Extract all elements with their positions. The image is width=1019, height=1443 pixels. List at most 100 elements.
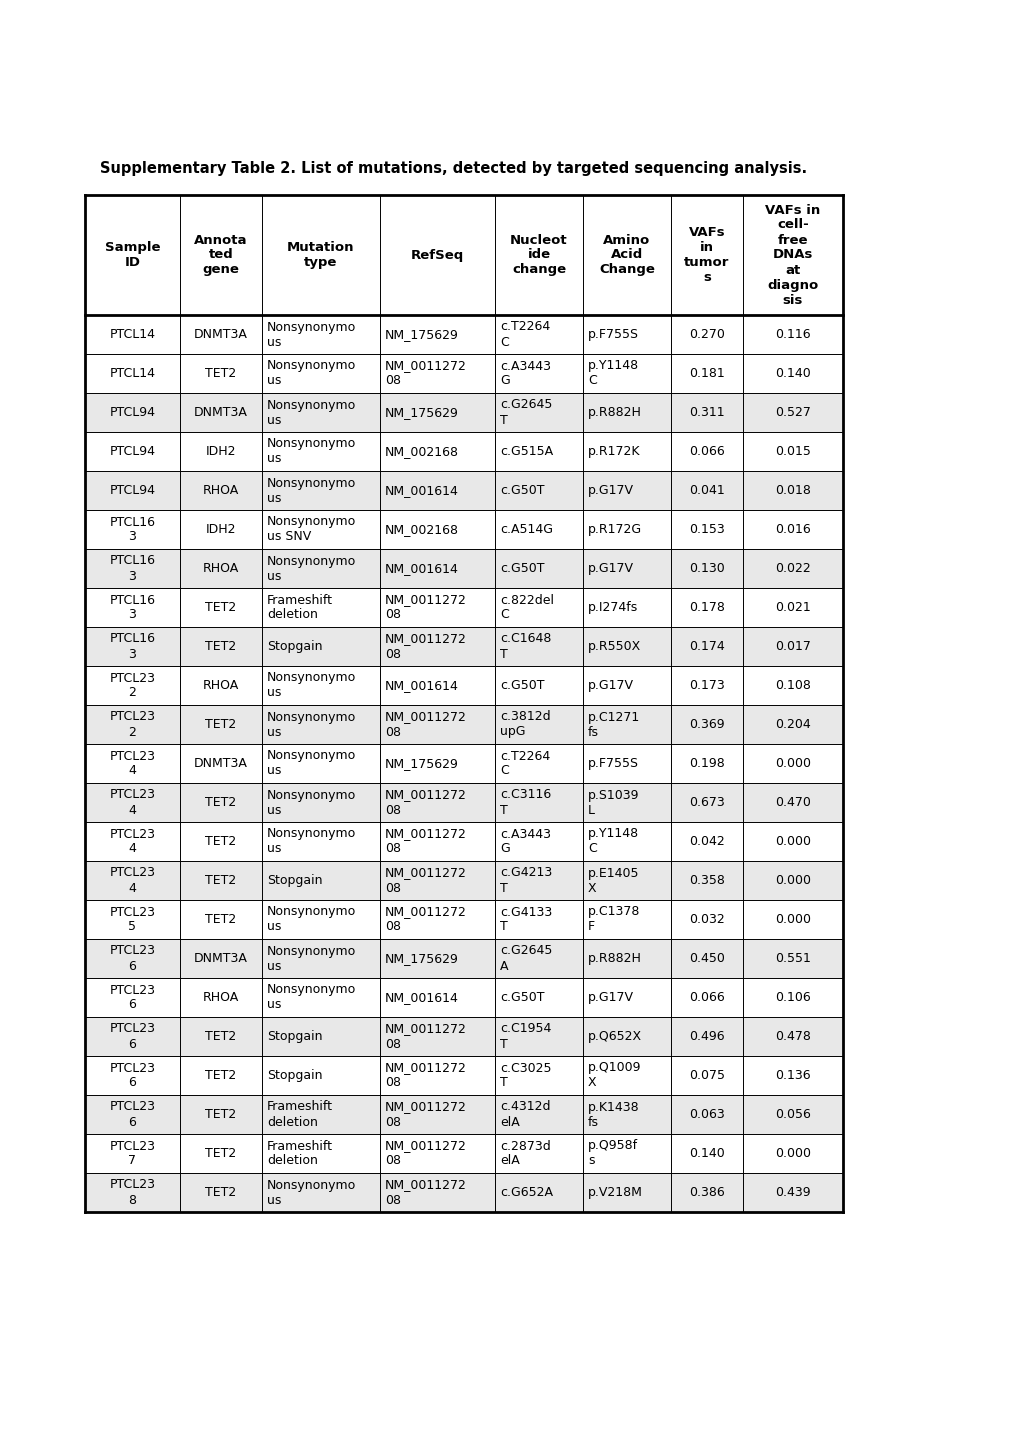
Text: c.A3443
G: c.A3443 G: [499, 359, 550, 388]
Text: p.E1405
X: p.E1405 X: [587, 866, 639, 895]
Text: p.G17V: p.G17V: [587, 483, 634, 496]
Text: p.R882H: p.R882H: [587, 952, 641, 965]
Text: Nonsynonymo
us: Nonsynonymo us: [267, 945, 356, 973]
Text: DNMT3A: DNMT3A: [194, 405, 248, 418]
Text: PTCL14: PTCL14: [109, 367, 155, 380]
Text: VAFs
in
tumor
s: VAFs in tumor s: [684, 227, 729, 284]
Bar: [85, 784, 842, 823]
Text: Nonsynonymo
us: Nonsynonymo us: [267, 1179, 356, 1206]
Text: 0.181: 0.181: [689, 367, 725, 380]
Text: TET2: TET2: [205, 641, 236, 654]
Text: 0.021: 0.021: [774, 600, 810, 615]
Text: p.Y1148
C: p.Y1148 C: [587, 359, 639, 388]
Text: Frameshift
deletion: Frameshift deletion: [267, 1101, 332, 1128]
Text: c.C3116
T: c.C3116 T: [499, 788, 550, 817]
Text: PTCL16
3: PTCL16 3: [109, 554, 155, 583]
Text: PTCL23
4: PTCL23 4: [109, 788, 155, 817]
Text: Stopgain: Stopgain: [267, 874, 322, 887]
Text: p.Q1009
X: p.Q1009 X: [587, 1062, 641, 1089]
Text: 0.015: 0.015: [774, 444, 810, 457]
Text: c.C3025
T: c.C3025 T: [499, 1062, 551, 1089]
Text: 0.450: 0.450: [689, 952, 725, 965]
Text: c.G515A: c.G515A: [499, 444, 552, 457]
Text: 0.032: 0.032: [689, 913, 725, 926]
Text: p.R172K: p.R172K: [587, 444, 640, 457]
Bar: [85, 706, 842, 745]
Text: 0.041: 0.041: [689, 483, 725, 496]
Text: 0.066: 0.066: [689, 991, 725, 1004]
Text: PTCL94: PTCL94: [109, 444, 155, 457]
Text: NM_0011272
08: NM_0011272 08: [384, 1023, 467, 1051]
Text: 0.478: 0.478: [774, 1030, 810, 1043]
Text: DNMT3A: DNMT3A: [194, 328, 248, 341]
Bar: [85, 587, 842, 628]
Text: c.A3443
G: c.A3443 G: [499, 827, 550, 856]
Bar: [85, 1095, 842, 1134]
Bar: [85, 509, 842, 548]
Text: NM_002168: NM_002168: [384, 444, 459, 457]
Text: NM_0011272
08: NM_0011272 08: [384, 788, 467, 817]
Text: Nonsynonymo
us: Nonsynonymo us: [267, 437, 356, 466]
Text: Supplementary Table 2. List of mutations, detected by targeted sequencing analys: Supplementary Table 2. List of mutations…: [100, 160, 806, 176]
Text: NM_001614: NM_001614: [384, 991, 459, 1004]
Bar: [85, 548, 842, 587]
Text: p.Y1148
C: p.Y1148 C: [587, 827, 639, 856]
Text: c.C1954
T: c.C1954 T: [499, 1023, 551, 1051]
Text: PTCL23
2: PTCL23 2: [109, 671, 155, 700]
Text: Nonsynonymo
us: Nonsynonymo us: [267, 827, 356, 856]
Text: p.F755S: p.F755S: [587, 328, 638, 341]
Text: c.G2645
A: c.G2645 A: [499, 945, 552, 973]
Text: Frameshift
deletion: Frameshift deletion: [267, 593, 332, 622]
Text: 0.153: 0.153: [689, 522, 725, 535]
Bar: [85, 939, 842, 978]
Text: c.3812d
upG: c.3812d upG: [499, 710, 550, 739]
Text: 0.000: 0.000: [774, 835, 810, 848]
Text: TET2: TET2: [205, 1030, 236, 1043]
Text: TET2: TET2: [205, 913, 236, 926]
Text: 0.075: 0.075: [688, 1069, 725, 1082]
Text: NM_0011272
08: NM_0011272 08: [384, 1140, 467, 1167]
Text: p.S1039
L: p.S1039 L: [587, 788, 639, 817]
Text: Nonsynonymo
us: Nonsynonymo us: [267, 398, 356, 427]
Text: Nonsynonymo
us: Nonsynonymo us: [267, 710, 356, 739]
Text: TET2: TET2: [205, 367, 236, 380]
Text: 0.470: 0.470: [774, 797, 810, 810]
Text: Stopgain: Stopgain: [267, 641, 322, 654]
Text: c.G50T: c.G50T: [499, 561, 544, 574]
Text: 0.140: 0.140: [774, 367, 810, 380]
Text: NM_0011272
08: NM_0011272 08: [384, 1101, 467, 1128]
Text: 0.136: 0.136: [774, 1069, 810, 1082]
Text: p.K1438
fs: p.K1438 fs: [587, 1101, 639, 1128]
Text: NM_0011272
08: NM_0011272 08: [384, 1062, 467, 1089]
Text: RHOA: RHOA: [203, 561, 238, 574]
Text: RHOA: RHOA: [203, 483, 238, 496]
Text: PTCL23
6: PTCL23 6: [109, 1062, 155, 1089]
Bar: [85, 978, 842, 1017]
Text: PTCL16
3: PTCL16 3: [109, 593, 155, 622]
Text: 0.022: 0.022: [774, 561, 810, 574]
Text: NM_001614: NM_001614: [384, 561, 459, 574]
Text: PTCL94: PTCL94: [109, 483, 155, 496]
Text: 0.140: 0.140: [689, 1147, 725, 1160]
Text: p.G17V: p.G17V: [587, 680, 634, 693]
Text: TET2: TET2: [205, 1147, 236, 1160]
Text: 0.358: 0.358: [689, 874, 725, 887]
Text: NM_0011272
08: NM_0011272 08: [384, 632, 467, 661]
Text: NM_001614: NM_001614: [384, 680, 459, 693]
Text: 0.527: 0.527: [774, 405, 810, 418]
Text: TET2: TET2: [205, 1108, 236, 1121]
Text: TET2: TET2: [205, 797, 236, 810]
Text: TET2: TET2: [205, 1069, 236, 1082]
Text: p.Q958f
s: p.Q958f s: [587, 1140, 638, 1167]
Text: TET2: TET2: [205, 835, 236, 848]
Text: PTCL23
4: PTCL23 4: [109, 827, 155, 856]
Text: TET2: TET2: [205, 874, 236, 887]
Text: Nonsynonymo
us: Nonsynonymo us: [267, 320, 356, 349]
Text: 0.673: 0.673: [689, 797, 725, 810]
Text: PTCL23
2: PTCL23 2: [109, 710, 155, 739]
Text: VAFs in
cell-
free
DNAs
at
diagno
sis: VAFs in cell- free DNAs at diagno sis: [764, 203, 820, 306]
Text: DNMT3A: DNMT3A: [194, 758, 248, 771]
Text: c.A514G: c.A514G: [499, 522, 552, 535]
Bar: [85, 1056, 842, 1095]
Text: 0.016: 0.016: [774, 522, 810, 535]
